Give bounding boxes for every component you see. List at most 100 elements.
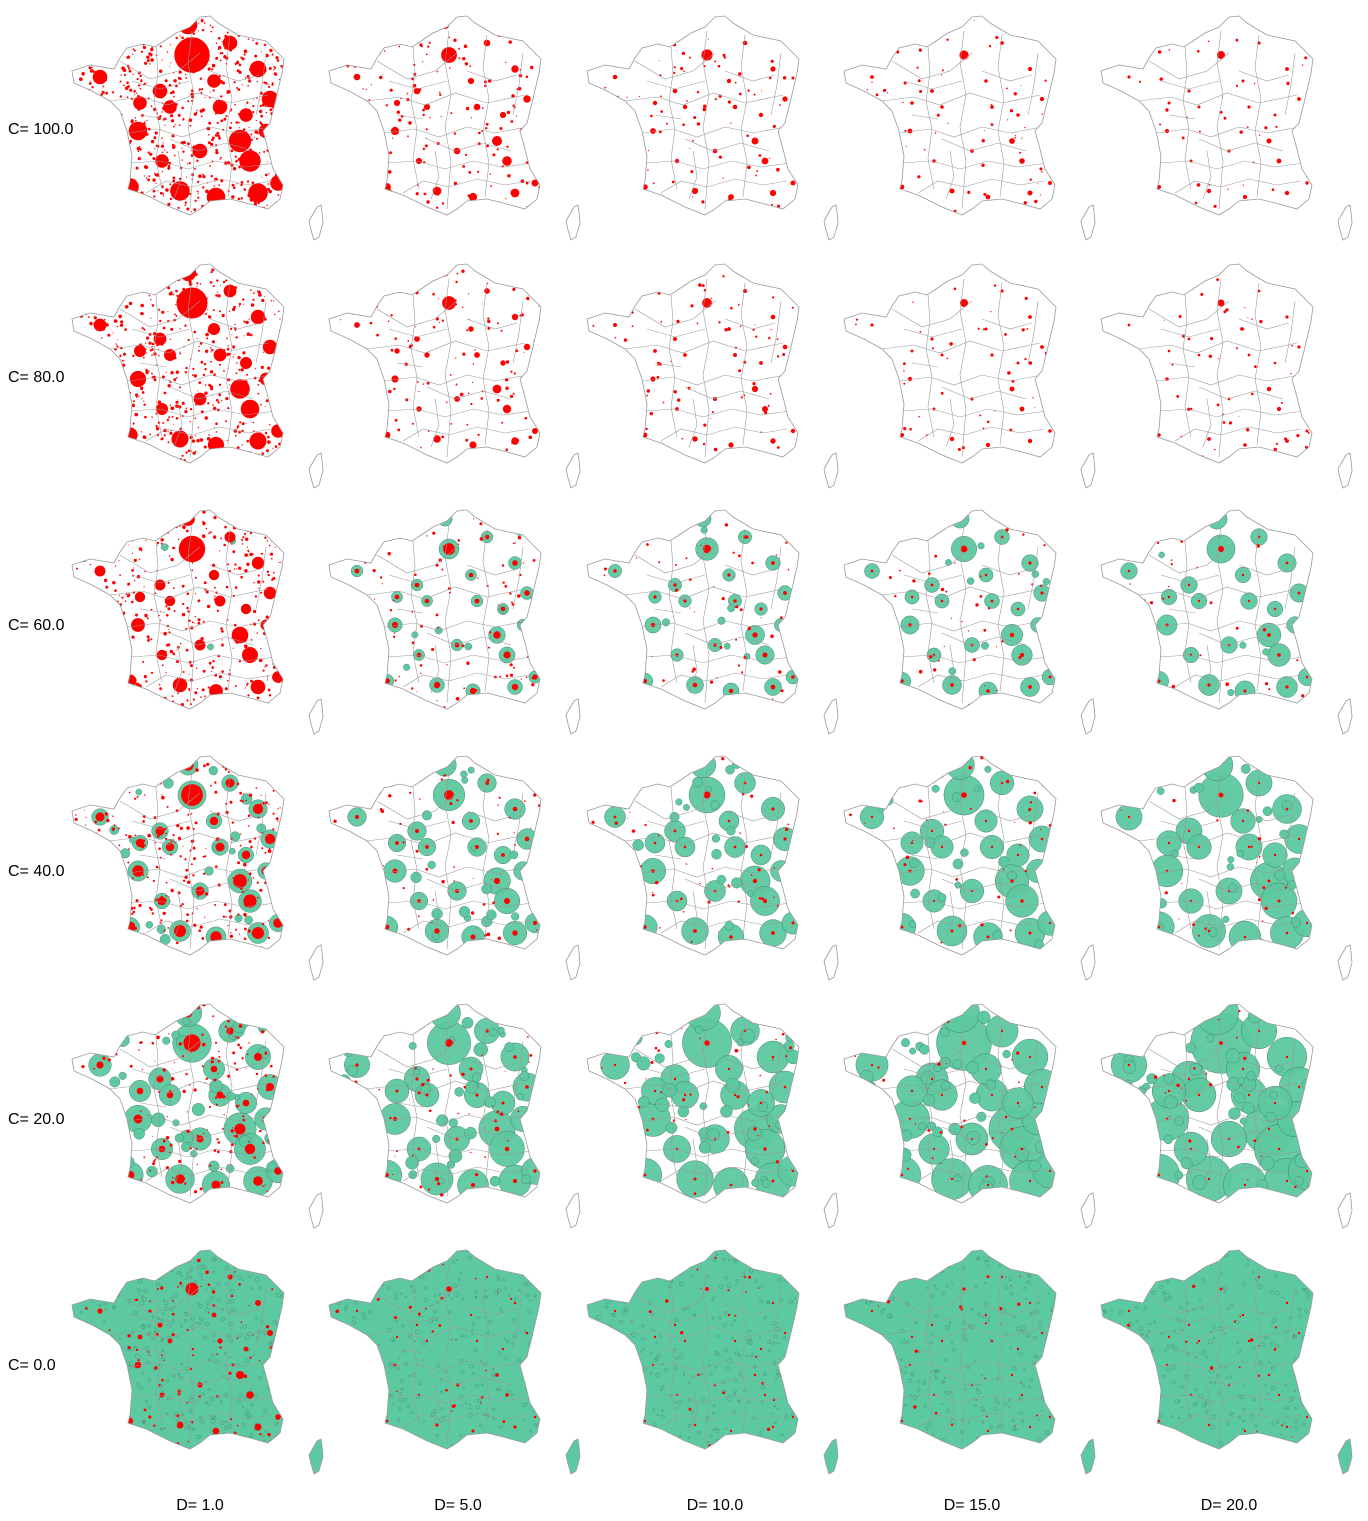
urban-core (984, 327, 988, 331)
catchment-area (461, 776, 469, 784)
urban-speck (86, 849, 89, 852)
urban-speck (133, 38, 136, 41)
urban-speck (79, 367, 84, 371)
urban-speck (235, 372, 238, 375)
urban-speck (243, 49, 248, 54)
urban-speck (492, 901, 495, 905)
urban-speck (756, 170, 758, 173)
urban-speck (77, 1098, 79, 1101)
urban-speck (273, 762, 275, 764)
urban-speck (449, 67, 451, 69)
urban-speck (1178, 315, 1182, 318)
urban-speck (194, 46, 197, 49)
urban-core (433, 681, 441, 689)
urban-speck (79, 201, 82, 204)
urban-speck (164, 513, 166, 515)
urban-speck (248, 793, 253, 797)
urban-speck (647, 169, 649, 171)
urban-speck (374, 24, 377, 28)
urban-speck (196, 282, 199, 285)
urban-speck (172, 834, 175, 837)
urban-speck (275, 817, 279, 821)
urban-speck (356, 656, 359, 658)
urban-core (653, 595, 657, 599)
urban-speck (102, 548, 104, 551)
urban-speck (758, 154, 762, 157)
france-map (843, 755, 1096, 981)
urban-speck (247, 193, 251, 198)
urban-core (782, 344, 788, 350)
urban-speck (111, 876, 113, 879)
urban-speck (135, 899, 139, 903)
urban-speck (246, 682, 249, 685)
corsica-fill (824, 205, 838, 240)
urban-speck (640, 450, 643, 453)
urban-core (240, 399, 260, 419)
urban-speck (73, 37, 76, 40)
urban-speck (541, 163, 544, 167)
department-borders (109, 524, 276, 704)
urban-speck (219, 158, 221, 160)
urban-core (1257, 535, 1261, 539)
urban-core (1127, 75, 1131, 79)
urban-speck (226, 352, 230, 357)
catchment-area (464, 642, 473, 651)
catchment-area (984, 765, 992, 773)
urban-speck (782, 353, 786, 356)
urban-speck (141, 431, 143, 433)
urban-speck (230, 108, 233, 111)
urban-speck (119, 323, 124, 327)
urban-speck (259, 104, 262, 108)
urban-core (500, 606, 506, 612)
urban-speck (634, 174, 638, 178)
urban-speck (80, 383, 83, 387)
catchment-area (486, 909, 497, 920)
urban-speck (132, 950, 136, 954)
urban-speck (114, 767, 116, 768)
urban-speck (262, 1185, 264, 1187)
urban-speck (277, 680, 281, 684)
urban-speck (260, 1030, 265, 1034)
urban-speck (127, 593, 131, 597)
urban-speck (690, 170, 694, 174)
urban-speck (776, 355, 780, 358)
urban-speck (184, 192, 188, 196)
mainland-outline (843, 509, 1057, 710)
urban-speck (178, 70, 182, 74)
urban-speck (281, 882, 285, 886)
urban-speck (219, 363, 222, 366)
urban-speck (91, 385, 94, 388)
urban-speck (260, 51, 262, 53)
urban-speck (278, 362, 280, 364)
urban-speck (248, 79, 252, 83)
urban-speck (943, 811, 945, 812)
department-borders (624, 524, 791, 704)
urban-speck (259, 1129, 262, 1133)
urban-speck (197, 22, 200, 24)
urban-speck (283, 908, 286, 911)
urban-speck (856, 695, 860, 698)
urban-speck (222, 103, 225, 107)
urban-speck (266, 540, 269, 542)
urban-speck (93, 70, 96, 74)
department-borders (881, 770, 1048, 950)
catchment-area (171, 1030, 180, 1040)
urban-speck (738, 369, 742, 373)
urban-speck (100, 274, 103, 277)
urban-speck (230, 149, 234, 153)
urban-speck (241, 1057, 244, 1060)
urban-speck (80, 109, 85, 114)
urban-speck (1298, 137, 1300, 139)
urban-speck (125, 30, 128, 33)
urban-core (1197, 353, 1201, 357)
urban-core (1285, 685, 1289, 689)
urban-speck (238, 368, 241, 371)
urban-speck (629, 306, 632, 309)
urban-speck (100, 1145, 103, 1148)
urban-speck (230, 513, 233, 515)
urban-speck (233, 1135, 235, 1137)
urban-speck (597, 583, 599, 585)
urban-speck (112, 180, 115, 183)
urban-speck (164, 21, 167, 25)
urban-speck (385, 104, 388, 107)
